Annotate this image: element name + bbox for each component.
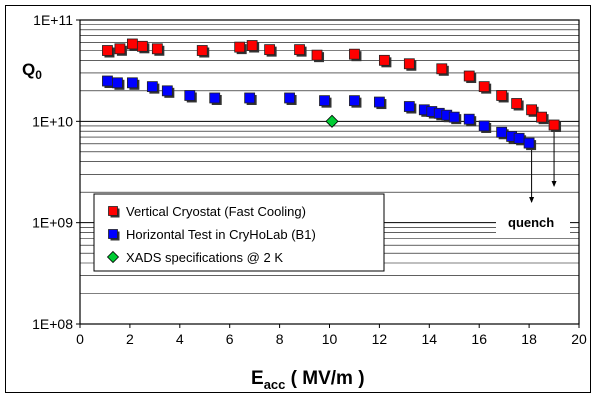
series-2-point: [244, 92, 256, 104]
series-2-point: [161, 85, 173, 97]
y-tick-label: 1E+09: [32, 215, 73, 231]
x-tick-label: 20: [571, 331, 587, 347]
series-1-point: [536, 111, 547, 123]
series-2-point: [448, 111, 460, 123]
series-1-point: [234, 41, 246, 53]
series-3-point: [325, 114, 339, 128]
series-2-point: [146, 81, 158, 93]
legend: Vertical Cryostat (Fast Cooling) Horizont…: [93, 193, 385, 272]
series-2-point: [478, 120, 490, 132]
series-2-point: [209, 92, 221, 104]
quench-arrowhead: [551, 181, 557, 188]
series-2-point: [349, 95, 360, 107]
series-2-point: [463, 113, 475, 125]
series-2-point: [523, 137, 535, 149]
series-2-point: [102, 75, 113, 87]
series-2-point: [319, 95, 330, 107]
series-2-point: [284, 92, 295, 104]
x-tick-label: 14: [422, 331, 438, 347]
y-axis-title: Q0: [22, 60, 42, 82]
y-tick-label: 1E+10: [32, 113, 73, 129]
series-1-point: [403, 58, 415, 70]
quench-arrows: [529, 125, 557, 203]
x-tick-label: 12: [372, 331, 388, 347]
series-2-point: [513, 132, 525, 144]
quench-arrowhead: [529, 196, 535, 203]
data-points: [102, 38, 562, 151]
series-1-point: [511, 98, 523, 109]
legend-marker-2: [108, 229, 118, 239]
series-1-point: [151, 43, 163, 55]
series-1-point: [246, 40, 258, 51]
series-2-point: [373, 96, 385, 108]
series-1-point: [126, 38, 138, 50]
series-1-point: [478, 81, 490, 93]
x-tick-label: 18: [521, 331, 537, 347]
series-1-point: [496, 90, 508, 101]
series-1-point: [526, 104, 537, 116]
legend-items: Vertical Cryostat (Fast Cooling) Horizont…: [106, 204, 316, 265]
series-1-point: [102, 45, 113, 56]
legend-marker-1: [108, 206, 118, 216]
series-2-point: [496, 126, 508, 138]
quench-label: quench: [508, 215, 554, 230]
legend-marker-3: [106, 250, 120, 264]
series-1-point: [264, 44, 276, 56]
x-tick-label: 4: [176, 331, 184, 347]
y-tick-label: 1E+11: [33, 12, 73, 28]
series-2-point: [184, 90, 196, 101]
y-tick-label: 1E+08: [32, 316, 73, 332]
series-1-point: [196, 45, 208, 56]
series-1-point: [136, 40, 148, 52]
legend-box: [93, 193, 385, 272]
series-1-point: [294, 44, 305, 56]
series-1-point: [114, 43, 126, 55]
x-tick-label: 16: [471, 331, 487, 347]
x-tick-label: 2: [126, 331, 134, 347]
x-axis-title: Eacc ( MV/m ): [251, 368, 365, 392]
series-2-point: [403, 101, 415, 112]
series-1-point: [548, 119, 560, 131]
x-axis-ticks: 0 2 4 6 8 10 12 14 16 18 20: [76, 324, 587, 347]
plot-area: [80, 20, 579, 324]
legend-label-3: XADS specifications @ 2 K: [126, 250, 283, 265]
series-2-point: [126, 77, 138, 89]
legend-label-2: Horizontal Test in CryHoLab (B1): [126, 227, 316, 242]
legend-label-1: Vertical Cryostat (Fast Cooling): [126, 204, 306, 219]
x-tick-label: 6: [226, 331, 234, 347]
series-1-point: [349, 48, 360, 60]
x-tick-label: 8: [276, 331, 284, 347]
series-1-point: [311, 49, 323, 61]
series-1-point: [378, 54, 390, 66]
x-tick-label: 0: [76, 331, 84, 347]
series-1-point: [436, 63, 448, 75]
x-tick-label: 10: [322, 331, 338, 347]
series-2-point: [112, 77, 123, 89]
series-1-point: [463, 70, 475, 82]
quench-label-box: [496, 210, 570, 234]
y-axis-ticks: 1E+08 1E+09 1E+10 1E+11: [32, 12, 80, 332]
